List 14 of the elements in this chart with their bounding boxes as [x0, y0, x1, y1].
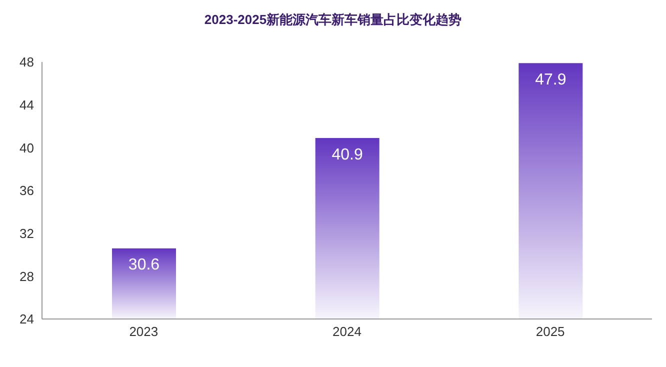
data-label: 47.9	[535, 71, 566, 88]
data-label: 30.6	[128, 256, 160, 274]
y-tick-label: 32	[20, 226, 34, 241]
x-tick-label: 2025	[536, 324, 565, 340]
x-tick-label: 2023	[129, 324, 158, 340]
y-tick-label: 24	[20, 312, 34, 327]
data-label: 40.9	[332, 146, 364, 164]
y-tick-label: 48	[20, 54, 34, 70]
y-tick-label: 36	[20, 183, 34, 198]
y-tick-label: 28	[20, 268, 34, 284]
chart-title: 2023-2025新能源汽车新车销量占比变化趋势	[203, 11, 463, 29]
x-tick-label: 2024	[332, 324, 362, 340]
y-tick-label: 40	[20, 140, 34, 156]
y-tick-label: 44	[20, 97, 34, 112]
